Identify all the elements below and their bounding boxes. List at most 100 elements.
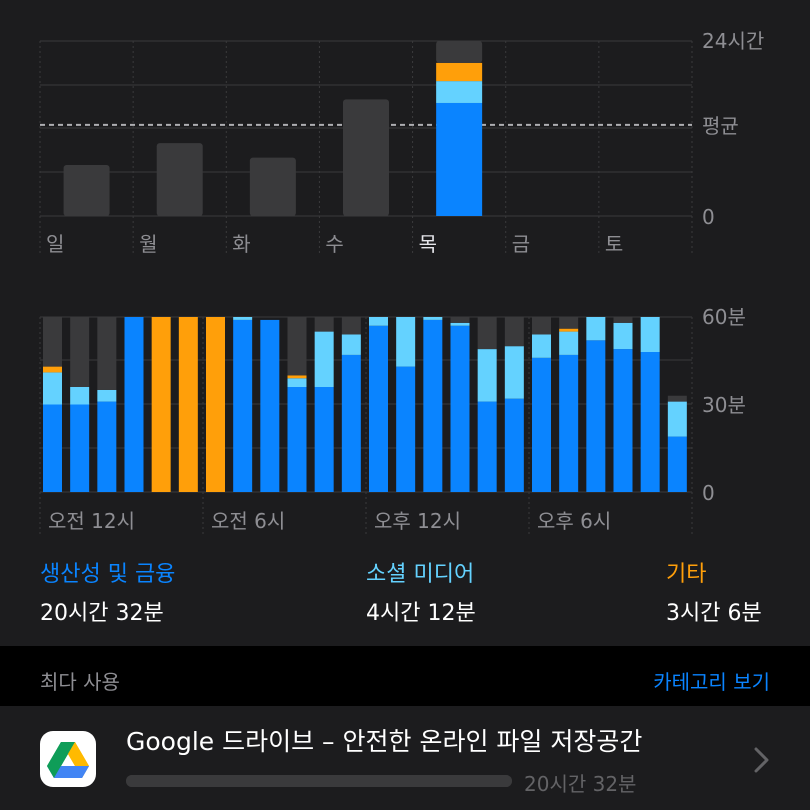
hourly-bar-segment-productivity[interactable]	[287, 387, 307, 492]
hourly-bar-segment-other[interactable]	[287, 375, 307, 379]
category-social-time: 4시간 12분	[366, 601, 476, 626]
hourly-bar-segment-productivity[interactable]	[450, 325, 470, 492]
app-usage-time: 20시간 32분	[524, 772, 637, 796]
weekly-bar-segment-social[interactable]	[436, 81, 483, 103]
hourly-bar-segment-uncategorized[interactable]	[450, 317, 470, 323]
category-social-label: 소셜 미디어	[366, 562, 475, 587]
weekly-day-label: 화	[232, 232, 250, 256]
app-usage-bar-fill	[126, 775, 512, 787]
hourly-bar-segment-productivity[interactable]	[70, 404, 90, 493]
weekly-bar[interactable]	[156, 143, 203, 216]
hourly-bar-segment-social[interactable]	[504, 346, 524, 399]
hourly-bar-segment-productivity[interactable]	[559, 354, 579, 492]
category-other-label: 기타	[666, 562, 707, 587]
hourly-bar-segment-productivity[interactable]	[124, 317, 144, 492]
hourly-x-tick-label: 오전 12시	[48, 509, 135, 533]
hourly-bar-segment-uncategorized[interactable]	[504, 317, 524, 347]
chevron-right-icon[interactable]	[752, 745, 772, 775]
hourly-bar-segment-social[interactable]	[613, 322, 633, 350]
weekly-bar-segment-productivity[interactable]	[436, 102, 483, 216]
hourly-bar-segment-social[interactable]	[233, 317, 253, 320]
hourly-bar-segment-other[interactable]	[178, 317, 198, 492]
weekly-y-tick-label: 24시간	[702, 29, 764, 53]
hourly-bar-segment-social[interactable]	[70, 387, 90, 405]
hourly-bar-segment-social[interactable]	[477, 349, 497, 402]
weekly-bar[interactable]	[249, 157, 296, 216]
hourly-bar-segment-productivity[interactable]	[396, 366, 416, 492]
show-categories-link[interactable]: 카테고리 보기	[653, 670, 770, 694]
hourly-bar-segment-productivity[interactable]	[97, 401, 117, 492]
hourly-bar-segment-social[interactable]	[43, 372, 62, 405]
hourly-bar-segment-other[interactable]	[559, 328, 579, 332]
weekly-day-label: 토	[605, 232, 623, 256]
hourly-x-tick-label: 오전 6시	[211, 509, 285, 533]
hourly-bar-segment-productivity[interactable]	[667, 436, 687, 492]
hourly-bar-segment-uncategorized[interactable]	[314, 317, 334, 332]
hourly-bar-segment-productivity[interactable]	[586, 340, 606, 492]
hourly-bar-segment-social[interactable]	[396, 317, 416, 367]
hourly-bar-segment-social[interactable]	[341, 334, 361, 355]
most-used-header	[0, 646, 810, 706]
app-usage-bar	[126, 775, 512, 787]
most-used-title: 최다 사용	[40, 670, 120, 694]
hourly-bar-segment-productivity[interactable]	[341, 354, 361, 492]
hourly-bar-segment-productivity[interactable]	[233, 319, 253, 492]
hourly-x-tick-label: 오후 6시	[537, 509, 611, 533]
hourly-bar-segment-uncategorized[interactable]	[477, 317, 497, 350]
weekly-y-tick-label: 0	[702, 205, 715, 229]
category-productivity-label: 생산성 및 금융	[40, 562, 176, 587]
hourly-bar-segment-social[interactable]	[314, 331, 334, 387]
hourly-bar-segment-uncategorized[interactable]	[559, 317, 579, 329]
weekly-bar[interactable]	[343, 99, 389, 216]
hourly-bar-segment-social[interactable]	[423, 317, 443, 320]
hourly-bar-segment-social[interactable]	[586, 317, 606, 341]
hourly-bar-segment-uncategorized[interactable]	[43, 317, 62, 367]
weekly-bar-segment-uncategorized[interactable]	[436, 41, 483, 63]
app-name: Google 드라이브 – 안전한 온라인 파일 저장공간	[126, 727, 643, 756]
hourly-y-tick-label: 30분	[702, 393, 746, 417]
hourly-bar-segment-uncategorized[interactable]	[70, 317, 90, 387]
hourly-y-tick-label: 60분	[702, 305, 746, 329]
weekly-bar-segment-other[interactable]	[436, 62, 483, 82]
hourly-bar-segment-other[interactable]	[151, 317, 171, 492]
hourly-bar-segment-productivity[interactable]	[260, 319, 280, 492]
google-drive-icon	[40, 731, 96, 787]
weekly-day-label: 수	[325, 232, 343, 256]
hourly-bar-segment-social[interactable]	[287, 378, 307, 387]
app-row-google-drive[interactable]	[0, 706, 810, 810]
hourly-y-tick-label: 0	[702, 481, 715, 505]
hourly-bar-segment-uncategorized[interactable]	[613, 317, 633, 323]
hourly-bar-segment-uncategorized[interactable]	[532, 317, 551, 335]
hourly-bar-segment-productivity[interactable]	[504, 398, 524, 492]
hourly-bar-segment-uncategorized[interactable]	[341, 317, 361, 335]
hourly-bar-segment-other[interactable]	[206, 317, 225, 492]
hourly-x-tick-label: 오후 12시	[374, 509, 461, 533]
hourly-usage-chart[interactable]: 60분 30분 0 오전 12시 오전 6시 오후 12시 오후 6시	[0, 290, 810, 550]
hourly-bar-segment-social[interactable]	[450, 322, 470, 326]
weekly-bar[interactable]	[63, 164, 110, 216]
hourly-bar-segment-uncategorized[interactable]	[97, 317, 117, 390]
weekly-day-label: 목	[419, 232, 437, 256]
hourly-bar-segment-productivity[interactable]	[640, 352, 660, 492]
hourly-bar-segment-productivity[interactable]	[532, 357, 551, 492]
hourly-bar-segment-uncategorized[interactable]	[287, 317, 307, 376]
hourly-bar-segment-social[interactable]	[369, 317, 388, 326]
hourly-bar-segment-productivity[interactable]	[314, 387, 334, 492]
hourly-bar-segment-social[interactable]	[667, 401, 687, 437]
weekly-y-tick-label: 평균	[702, 114, 739, 138]
hourly-bar-segment-social[interactable]	[532, 334, 551, 358]
hourly-bar-segment-uncategorized[interactable]	[667, 395, 687, 402]
weekly-day-label: 일	[46, 232, 64, 256]
hourly-bar-segment-productivity[interactable]	[423, 319, 443, 492]
hourly-bar-segment-social[interactable]	[97, 389, 117, 402]
hourly-bar-segment-productivity[interactable]	[43, 404, 62, 493]
hourly-bar-segment-productivity[interactable]	[369, 325, 388, 492]
category-productivity-time: 20시간 32분	[40, 601, 164, 626]
hourly-bar-segment-social[interactable]	[559, 331, 579, 355]
hourly-bar-segment-social[interactable]	[640, 317, 660, 352]
hourly-bar-segment-productivity[interactable]	[477, 401, 497, 492]
hourly-bar-segment-other[interactable]	[43, 366, 62, 373]
hourly-bar-segment-productivity[interactable]	[613, 349, 633, 492]
weekly-day-label: 월	[139, 232, 157, 256]
